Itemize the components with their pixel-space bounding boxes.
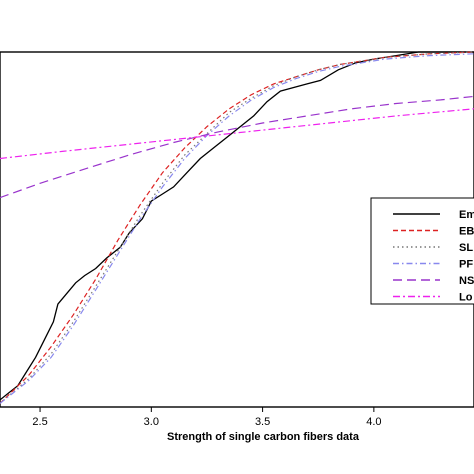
legend-label-ns: NS — [459, 275, 474, 287]
legend-label-lo: Lo — [459, 292, 473, 304]
x-tick-label: 2.5 — [32, 416, 47, 428]
legend: Em EB SL PF NS Lo — [370, 197, 474, 305]
plot-frame — [0, 51, 474, 408]
legend-box — [370, 197, 474, 305]
x-axis-title: Strength of single carbon fibers data — [167, 431, 360, 443]
series-line-pf — [0, 53, 474, 404]
legend-label-pf: PF — [459, 259, 473, 271]
x-tick-label: 3.5 — [255, 416, 270, 428]
series-line-ns — [0, 95, 474, 199]
series-line-lo — [0, 108, 474, 160]
series-line-eb — [0, 51, 474, 404]
series-line-sl — [0, 51, 474, 404]
series-layer — [0, 51, 474, 404]
x-tick-label: 4.0 — [366, 416, 381, 428]
x-axis: 2.5 3.0 3.5 4.0 — [32, 407, 382, 428]
series-line-em — [0, 51, 474, 401]
legend-label-em: Em — [459, 209, 474, 221]
x-tick-label: 3.0 — [144, 416, 159, 428]
legend-entries: Em EB SL PF NS Lo — [393, 209, 474, 304]
legend-label-sl: SL — [459, 242, 473, 254]
legend-label-eb: EB — [459, 226, 474, 238]
